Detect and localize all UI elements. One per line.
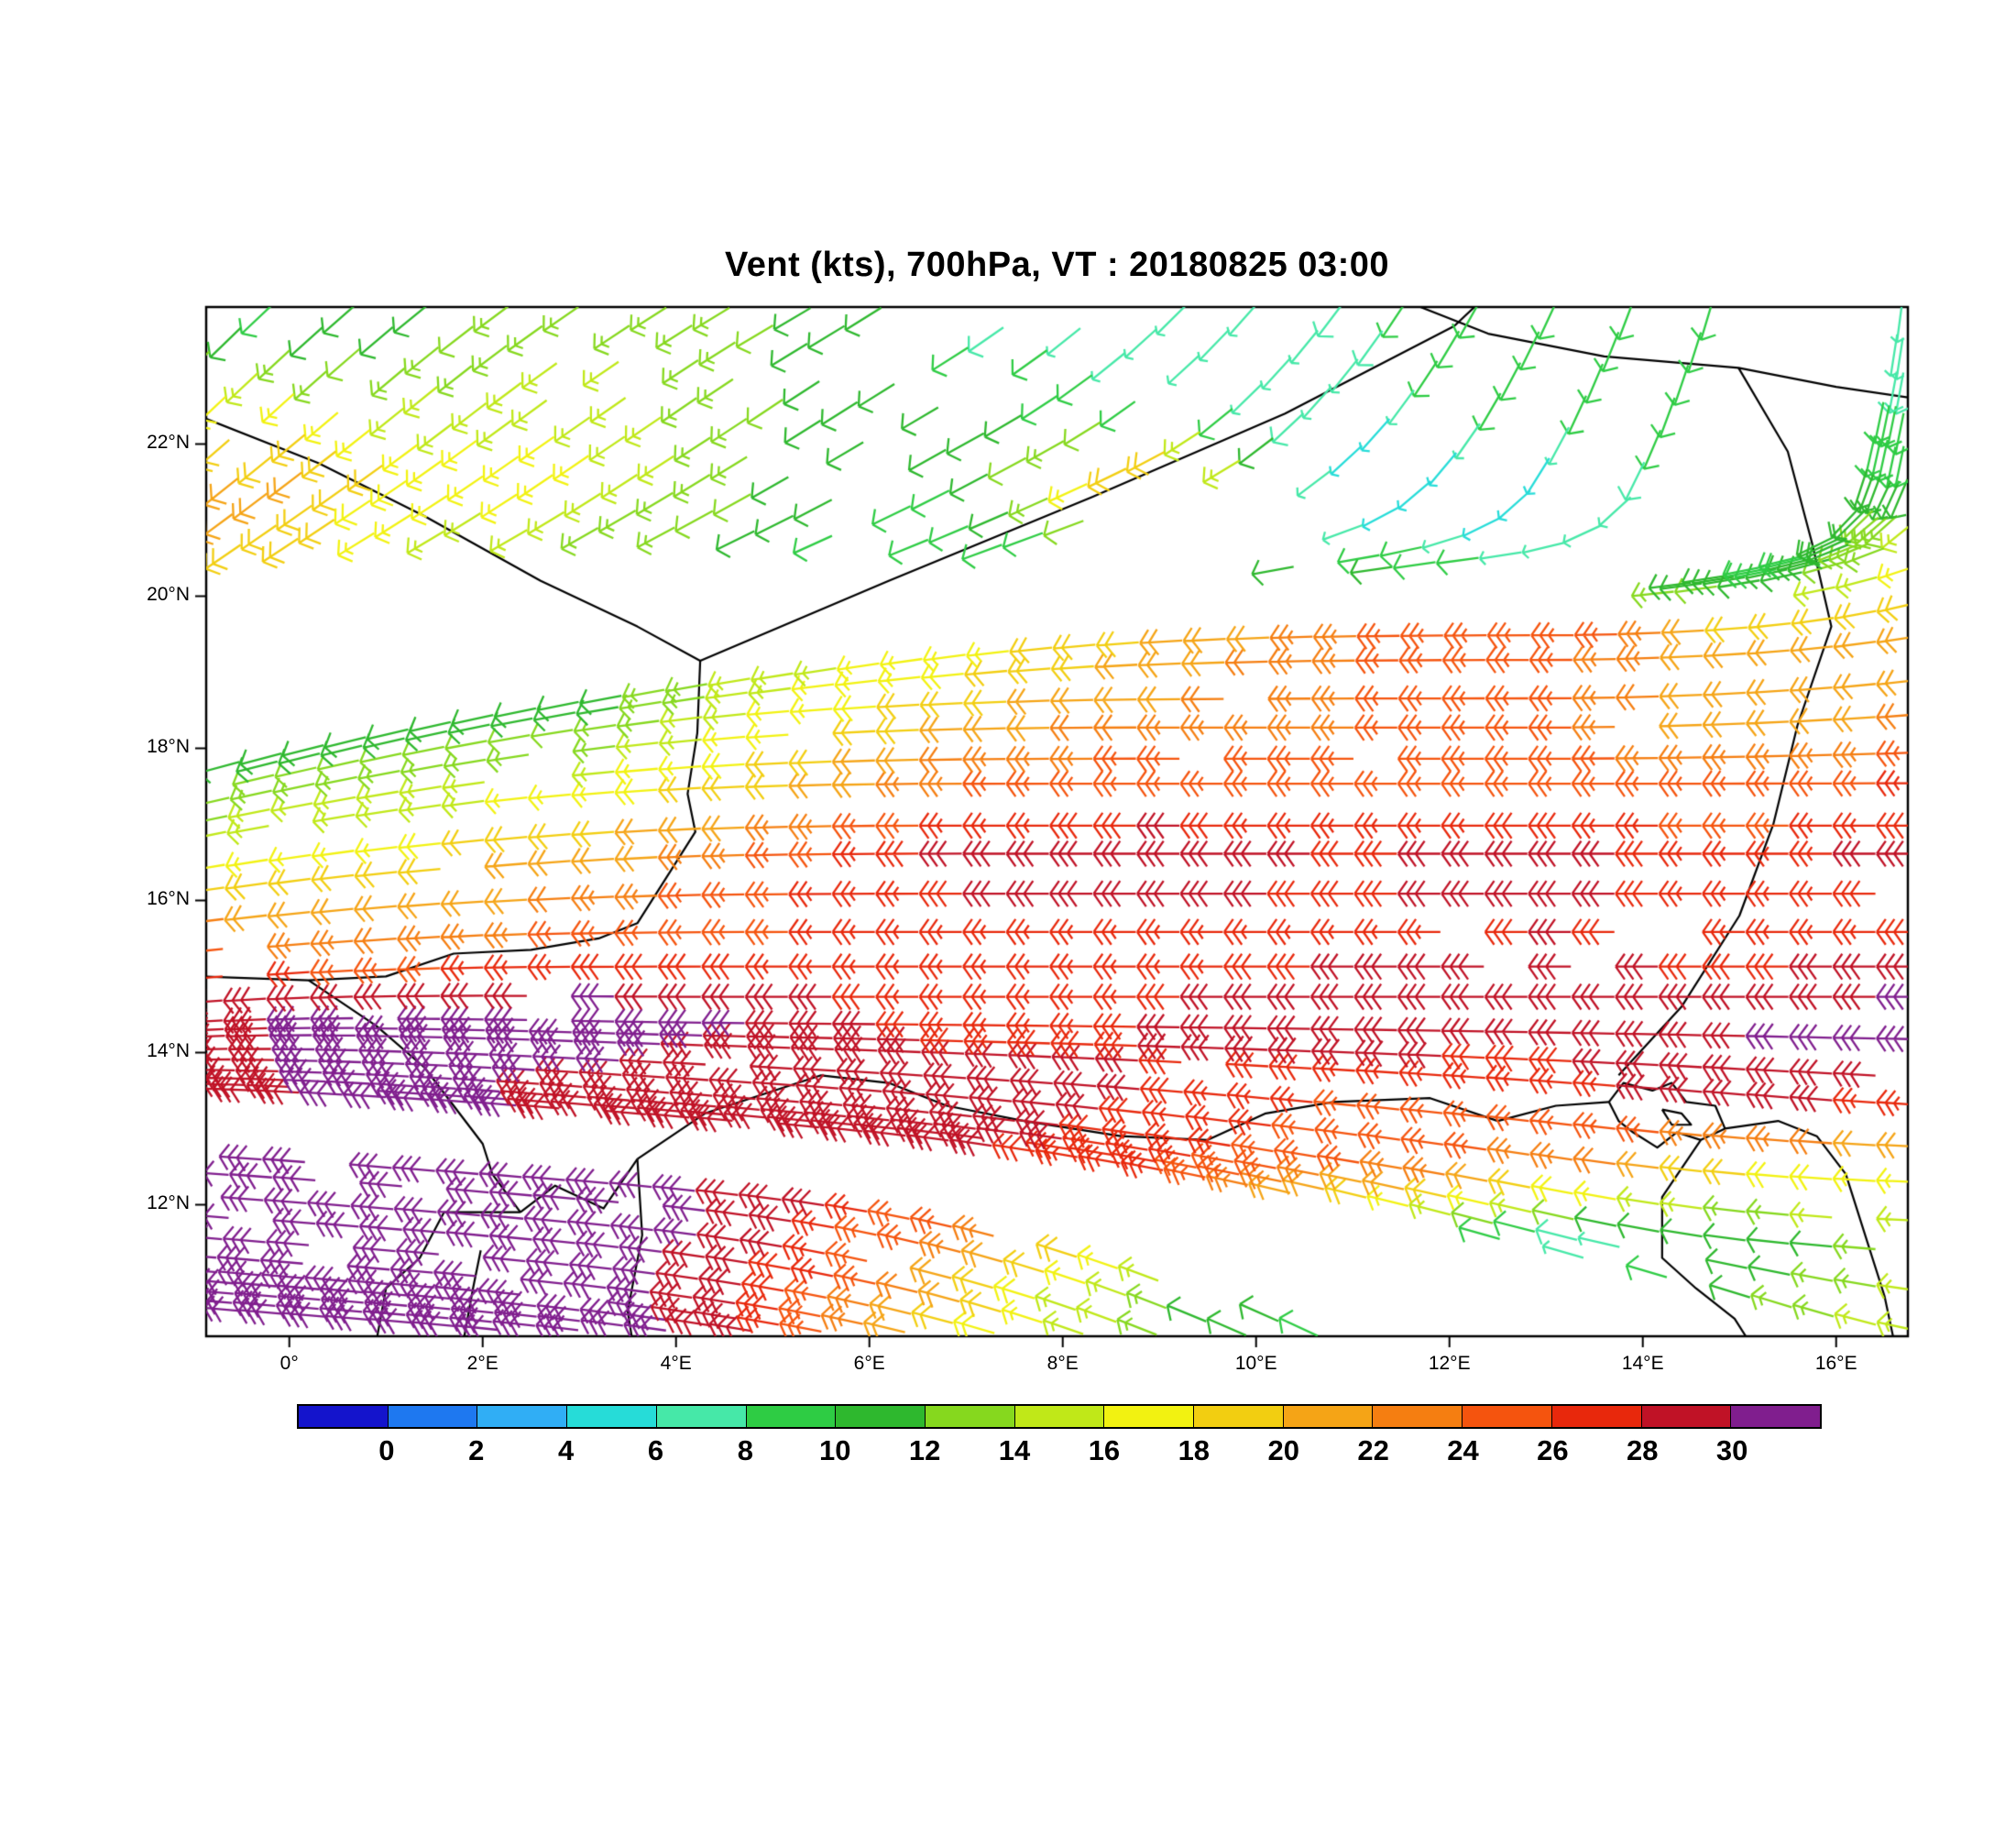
colorbar-segment-11: [1283, 1406, 1374, 1427]
colorbar-segment-10: [1194, 1406, 1284, 1427]
colorbar-label-16: 16: [1088, 1434, 1121, 1466]
y-tick-label-16: 16°N: [147, 888, 190, 910]
x-tick-label-10: 10°E: [1234, 1353, 1277, 1374]
colorbar-label-10: 10: [819, 1434, 851, 1466]
x-tick-label-12: 12°E: [1428, 1353, 1471, 1374]
colorbar-segment-13: [1463, 1406, 1552, 1427]
colorbar-segment-12: [1373, 1406, 1463, 1427]
colorbar-label-6: 6: [647, 1434, 664, 1466]
colorbar-segment-1: [388, 1406, 478, 1427]
colorbar-label-0: 0: [378, 1434, 395, 1466]
colorbar-label-14: 14: [998, 1434, 1031, 1466]
chart-title: Vent (kts), 700hPa, VT : 20180825 03:00: [724, 246, 1389, 284]
colorbar-segment-4: [656, 1406, 747, 1427]
colorbar-segment-6: [836, 1406, 926, 1427]
y-tick-label-12: 12°N: [147, 1192, 190, 1214]
colorbar-segment-5: [746, 1406, 837, 1427]
colorbar-label-2: 2: [468, 1434, 485, 1466]
y-tick-label-22: 22°N: [147, 432, 190, 454]
colorbar-segment-0: [299, 1406, 389, 1427]
colorbar: [297, 1404, 1822, 1429]
colorbar-label-20: 20: [1267, 1434, 1299, 1466]
colorbar-segment-16: [1731, 1406, 1820, 1427]
colorbar-label-22: 22: [1357, 1434, 1389, 1466]
x-tick-label-16: 16°E: [1814, 1353, 1857, 1374]
colorbar-label-8: 8: [737, 1434, 754, 1466]
x-tick-label-4: 4°E: [660, 1353, 692, 1374]
colorbar-label-26: 26: [1537, 1434, 1569, 1466]
x-tick-label-14: 14°E: [1621, 1353, 1664, 1374]
x-tick-label-6: 6°E: [853, 1353, 885, 1374]
colorbar-segment-9: [1104, 1406, 1195, 1427]
colorbar-label-28: 28: [1626, 1434, 1659, 1466]
colorbar-label-30: 30: [1715, 1434, 1748, 1466]
y-tick-label-14: 14°N: [147, 1040, 190, 1062]
colorbar-segment-8: [1014, 1406, 1105, 1427]
colorbar-label-18: 18: [1178, 1434, 1211, 1466]
colorbar-segment-7: [925, 1406, 1015, 1427]
x-tick-label-8: 8°E: [1046, 1353, 1079, 1374]
colorbar-label-24: 24: [1447, 1434, 1479, 1466]
x-tick-label-0: 0°: [279, 1353, 299, 1374]
colorbar-segment-3: [567, 1406, 657, 1427]
y-tick-label-18: 18°N: [147, 736, 190, 758]
y-tick-label-20: 20°N: [147, 584, 190, 606]
colorbar-label-12: 12: [908, 1434, 941, 1466]
colorbar-segment-14: [1551, 1406, 1642, 1427]
colorbar-label-4: 4: [558, 1434, 575, 1466]
x-tick-label-2: 2°E: [466, 1353, 499, 1374]
colorbar-segment-2: [477, 1406, 568, 1427]
colorbar-segment-15: [1641, 1406, 1732, 1427]
